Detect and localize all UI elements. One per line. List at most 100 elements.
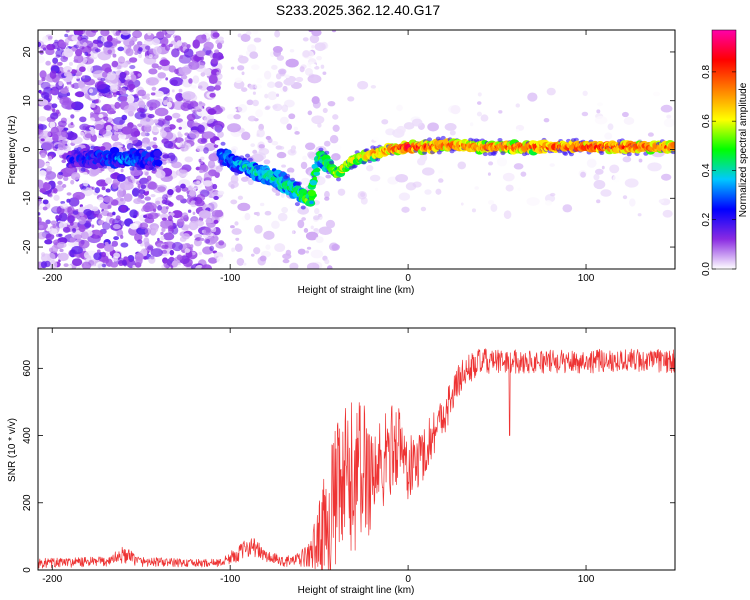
noise-speckle xyxy=(192,211,196,215)
noise-speckle xyxy=(295,76,304,83)
noise-speckle xyxy=(187,209,192,213)
noise-speckle xyxy=(132,187,140,197)
ridge-halo xyxy=(500,151,506,156)
noise-speckle xyxy=(621,111,629,118)
noise-speckle xyxy=(78,131,85,137)
noise-speckle xyxy=(64,33,69,38)
noise-speckle xyxy=(543,118,550,123)
noise-speckle xyxy=(45,60,51,66)
colorbar-frame xyxy=(711,29,737,270)
noise-speckle xyxy=(61,159,67,164)
noise-speckle xyxy=(230,225,235,229)
noise-speckle xyxy=(230,183,235,190)
ridge-halo xyxy=(318,147,324,152)
snr-y-ticks: 0 200 400 600 xyxy=(22,360,675,573)
noise-speckle xyxy=(240,176,249,182)
noise-speckle xyxy=(109,84,119,93)
noise-speckle xyxy=(99,201,112,210)
noise-speckle xyxy=(252,99,259,107)
noise-speckle xyxy=(316,55,322,61)
noise-speckle xyxy=(116,190,123,198)
noise-speckle xyxy=(42,206,48,211)
noise-speckle xyxy=(245,31,252,36)
noise-speckle xyxy=(217,131,224,138)
ridge-halo xyxy=(563,151,569,156)
noise-speckle xyxy=(457,161,467,170)
noise-speckle xyxy=(207,257,218,264)
noise-speckle xyxy=(218,209,223,214)
noise-speckle xyxy=(282,253,292,260)
noise-speckle xyxy=(90,103,96,108)
noise-speckle xyxy=(104,244,114,252)
noise-speckle xyxy=(160,231,164,236)
noise-speckle xyxy=(419,153,428,162)
noise-speckle xyxy=(146,93,150,97)
noise-speckle xyxy=(212,183,218,190)
noise-speckle xyxy=(629,198,636,207)
noise-speckle xyxy=(252,30,259,35)
noise-speckle xyxy=(420,206,427,212)
noise-speckle xyxy=(144,32,155,42)
noise-speckle xyxy=(142,142,148,148)
noise-speckle xyxy=(98,113,104,119)
noise-speckle xyxy=(100,251,107,258)
noise-speckle xyxy=(113,252,121,259)
noise-speckle xyxy=(284,74,290,79)
noise-speckle xyxy=(247,178,254,186)
noise-speckle xyxy=(58,41,67,48)
noise-speckle xyxy=(237,33,242,38)
noise-speckle xyxy=(113,116,126,125)
noise-speckle xyxy=(597,102,603,107)
noise-speckle xyxy=(250,253,255,257)
noise-speckle xyxy=(106,35,113,42)
noise-speckle xyxy=(70,172,81,181)
noise-speckle xyxy=(297,206,309,215)
noise-speckle xyxy=(38,170,47,177)
noise-speckle xyxy=(214,84,221,91)
noise-speckle xyxy=(93,105,101,115)
noise-speckle xyxy=(71,245,83,255)
noise-speckle xyxy=(411,118,423,127)
noise-speckle xyxy=(44,239,53,245)
noise-speckle xyxy=(195,175,203,183)
noise-speckle xyxy=(121,213,128,219)
noise-speckle xyxy=(182,100,194,109)
noise-speckle xyxy=(84,51,89,56)
ridge-halo xyxy=(336,177,342,182)
ridge-halo xyxy=(294,202,300,207)
noise-speckle xyxy=(69,237,76,243)
noise-speckle xyxy=(70,114,75,119)
noise-speckle xyxy=(209,245,215,252)
noise-speckle xyxy=(75,48,83,57)
noise-speckle xyxy=(82,172,88,176)
noise-speckle xyxy=(427,122,439,132)
noise-speckle xyxy=(78,224,86,233)
noise-speckle xyxy=(86,65,94,73)
noise-speckle xyxy=(337,188,346,196)
noise-speckle xyxy=(155,170,166,179)
noise-speckle xyxy=(136,41,143,46)
ridge-halo xyxy=(247,157,253,162)
noise-speckle xyxy=(58,171,63,176)
noise-speckle xyxy=(38,212,41,216)
noise-speckle xyxy=(331,155,338,160)
noise-speckle xyxy=(647,132,654,137)
colorbar-label: Normalized spectral amplitude xyxy=(738,82,749,217)
noise-speckle xyxy=(154,107,169,117)
ridge-halo xyxy=(285,173,291,178)
noise-speckle xyxy=(271,64,278,70)
noise-speckle xyxy=(270,262,279,269)
noise-speckle xyxy=(144,227,152,236)
noise-speckle xyxy=(297,248,306,255)
noise-speckle xyxy=(96,249,101,253)
noise-speckle xyxy=(301,217,306,221)
noise-speckle xyxy=(313,76,318,82)
noise-speckle xyxy=(40,44,48,50)
noise-speckle xyxy=(544,200,553,206)
noise-speckle xyxy=(324,196,330,201)
noise-speckle xyxy=(230,174,239,184)
noise-speckle xyxy=(116,65,122,70)
noise-speckle xyxy=(282,85,288,92)
noise-speckle xyxy=(69,221,74,226)
colorbar-tick-label: 0.4 xyxy=(701,163,712,177)
